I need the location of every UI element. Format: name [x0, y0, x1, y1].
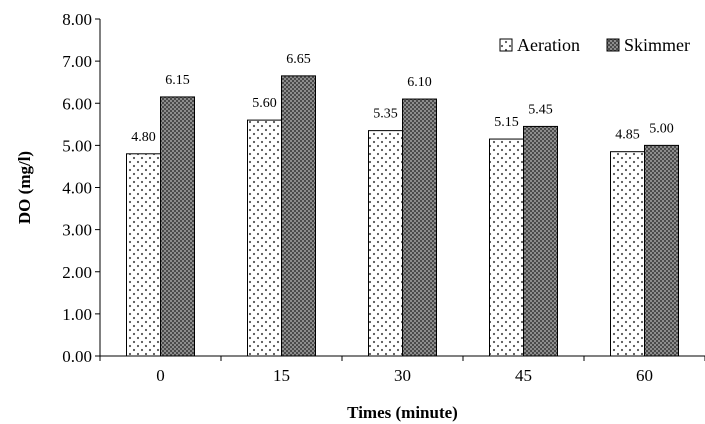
legend-label-aeration: Aeration: [517, 35, 580, 55]
legend-label-skimmer: Skimmer: [624, 35, 690, 55]
y-tick-label: 5.00: [62, 136, 92, 155]
x-tick-label: 60: [636, 366, 653, 385]
x-tick-label: 30: [394, 366, 411, 385]
y-tick-label: 2.00: [62, 263, 92, 282]
y-tick-label: 6.00: [62, 94, 92, 113]
bar-aeration-0: [126, 153, 161, 357]
plot-area: 0.00 1.00 2.00 3.00 4.00 5.00 6.00 7.00 8.00 0 15 3…: [62, 10, 705, 385]
data-label-skimmer: 6.65: [286, 52, 311, 67]
data-label-skimmer: 6.10: [407, 75, 432, 90]
data-label-skimmer: 5.00: [649, 121, 674, 136]
bar-skimmer-45: [523, 125, 558, 357]
bar-aeration-45: [489, 138, 524, 357]
y-axis-title: DO (mg/l): [15, 151, 34, 224]
bar-aeration-15: [247, 119, 282, 357]
y-tick-label: 0.00: [62, 347, 92, 366]
x-axis-title: Times (minute): [347, 403, 458, 422]
y-tick-label: 8.00: [62, 10, 92, 29]
bar-skimmer-60: [644, 144, 679, 357]
bar-skimmer-15: [281, 75, 316, 357]
bar-aeration-60: [610, 151, 645, 357]
y-tick-label: 4.00: [62, 179, 92, 198]
legend-swatch-aeration: [499, 38, 513, 52]
data-label-aeration: 4.80: [131, 130, 156, 145]
y-tick-label: 1.00: [62, 305, 92, 324]
data-label-aeration: 4.85: [615, 128, 640, 143]
x-tick-label: 45: [515, 366, 532, 385]
x-tick-label: 0: [156, 366, 165, 385]
data-label-aeration: 5.35: [373, 107, 398, 122]
data-label-skimmer: 6.15: [165, 73, 190, 88]
data-label-skimmer: 5.45: [528, 102, 553, 117]
data-label-aeration: 5.60: [252, 96, 277, 111]
legend-swatch-skimmer: [606, 38, 620, 52]
y-tick-label: 7.00: [62, 52, 92, 71]
bar-aeration-30: [368, 130, 403, 357]
bar-skimmer-30: [402, 98, 437, 357]
bar-skimmer-0: [160, 96, 195, 357]
x-tick-label: 15: [273, 366, 290, 385]
y-tick-label: 3.00: [62, 221, 92, 240]
data-label-aeration: 5.15: [494, 115, 519, 130]
legend: Aeration Skimmer: [499, 35, 690, 55]
